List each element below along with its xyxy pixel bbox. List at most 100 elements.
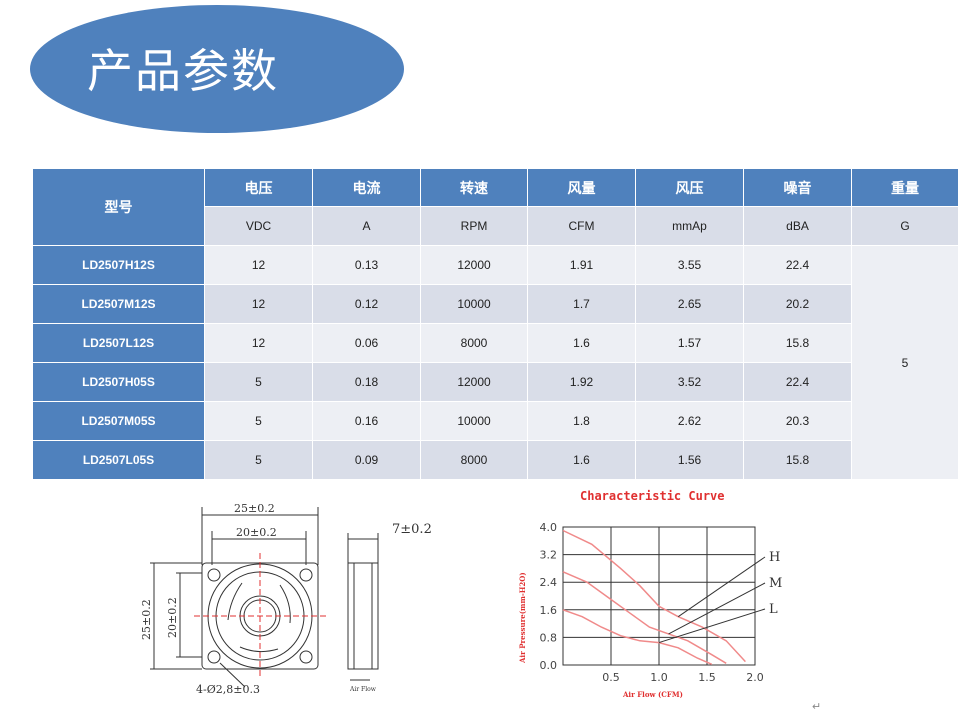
series-leader-M bbox=[668, 582, 766, 635]
pressure-cell: 2.62 bbox=[635, 401, 744, 441]
unit-current: A bbox=[312, 206, 421, 246]
x-tick-label: 1.0 bbox=[650, 671, 668, 684]
dim-outer-height: 25±0.2 bbox=[140, 599, 153, 640]
series-leader-L bbox=[658, 608, 766, 644]
current-cell: 0.13 bbox=[312, 245, 421, 285]
series-label-L: L bbox=[769, 602, 778, 617]
model-cell: LD2507L05S bbox=[32, 440, 205, 480]
airflow-cell: 1.8 bbox=[527, 401, 636, 441]
chart-title: Characteristic Curve bbox=[580, 489, 725, 503]
unit-weight: G bbox=[851, 206, 959, 246]
speed-cell: 12000 bbox=[420, 245, 528, 285]
speed-cell: 12000 bbox=[420, 362, 528, 402]
current-cell: 0.06 bbox=[312, 323, 421, 363]
airflow-cell: 1.92 bbox=[527, 362, 636, 402]
airflow-cell: 1.6 bbox=[527, 323, 636, 363]
header-model: 型号 bbox=[32, 168, 205, 246]
dim-outer-width: 25±0.2 bbox=[234, 502, 275, 515]
fan-dimension-drawing: 25±0.2 20±0.2 25±0.2 20±0.2 7±0.2 4-Ø2,8… bbox=[140, 502, 432, 696]
pressure-cell: 2.65 bbox=[635, 284, 744, 324]
header-pressure: 风压 bbox=[635, 168, 744, 207]
voltage-cell: 5 bbox=[204, 362, 313, 402]
series-label-M: M bbox=[769, 576, 782, 591]
y-tick-label: 0.0 bbox=[540, 659, 558, 672]
header-noise: 噪音 bbox=[743, 168, 852, 207]
current-cell: 0.12 bbox=[312, 284, 421, 324]
series-line-L bbox=[562, 609, 713, 665]
header-current: 电流 bbox=[312, 168, 421, 207]
x-tick-label: 2.0 bbox=[746, 671, 764, 684]
voltage-cell: 5 bbox=[204, 401, 313, 441]
model-cell: LD2507H12S bbox=[32, 245, 205, 285]
voltage-cell: 12 bbox=[204, 245, 313, 285]
y-tick-label: 0.8 bbox=[540, 631, 558, 644]
airflow-label: Air Flow bbox=[349, 686, 377, 693]
current-cell: 0.16 bbox=[312, 401, 421, 441]
noise-cell: 20.3 bbox=[743, 401, 852, 441]
voltage-cell: 12 bbox=[204, 284, 313, 324]
header-voltage: 电压 bbox=[204, 168, 313, 207]
airflow-cell: 1.7 bbox=[527, 284, 636, 324]
speed-cell: 10000 bbox=[420, 401, 528, 441]
series-label-H: H bbox=[769, 550, 780, 565]
paragraph-mark: ↵ bbox=[812, 701, 822, 713]
weight-cell: 5 bbox=[851, 245, 959, 480]
unit-speed: RPM bbox=[420, 206, 528, 246]
unit-voltage: VDC bbox=[204, 206, 313, 246]
chart-xlabel: Air Flow (CFM) bbox=[622, 690, 683, 699]
characteristic-curve-chart: 0.0 0.8 1.6 2.4 3.2 4.0 0.5 1.0 1.5 2.0 HML Chara… bbox=[518, 489, 782, 699]
noise-cell: 15.8 bbox=[743, 323, 852, 363]
title-banner: 产品参数 bbox=[30, 5, 404, 133]
model-cell: LD2507L12S bbox=[32, 323, 205, 363]
series-leader-H bbox=[677, 556, 766, 618]
pressure-cell: 3.55 bbox=[635, 245, 744, 285]
x-tick-label: 1.5 bbox=[698, 671, 716, 684]
noise-cell: 20.2 bbox=[743, 284, 852, 324]
series-line-H bbox=[562, 529, 746, 663]
page-title: 产品参数 bbox=[87, 44, 279, 98]
header-airflow: 风量 bbox=[527, 168, 636, 207]
series-line-M bbox=[562, 571, 727, 664]
table-row: LD2507M05S 5 0.16 10000 1.8 2.62 20.3 bbox=[32, 401, 959, 441]
y-tick-label: 1.6 bbox=[540, 604, 558, 617]
table-row: LD2507M12S 12 0.12 10000 1.7 2.65 20.2 bbox=[32, 284, 959, 324]
table-row: LD2507L12S 12 0.06 8000 1.6 1.57 15.8 bbox=[32, 323, 959, 363]
table-unit-row: VDC A RPM CFM mmAp dBA G bbox=[33, 206, 959, 246]
current-cell: 0.18 bbox=[312, 362, 421, 402]
dim-thickness: 7±0.2 bbox=[392, 522, 432, 537]
table-row: LD2507L05S 5 0.09 8000 1.6 1.56 15.8 bbox=[32, 440, 959, 480]
speed-cell: 8000 bbox=[420, 323, 528, 363]
model-cell: LD2507H05S bbox=[32, 362, 205, 402]
header-speed: 转速 bbox=[420, 168, 528, 207]
y-tick-label: 3.2 bbox=[540, 549, 558, 562]
chart-ylabel: Air Pressure(mm-H2O) bbox=[518, 572, 527, 664]
airflow-cell: 1.91 bbox=[527, 245, 636, 285]
y-tick-label: 2.4 bbox=[540, 576, 558, 589]
pressure-cell: 3.52 bbox=[635, 362, 744, 402]
model-cell: LD2507M12S bbox=[32, 284, 205, 324]
table-row: LD2507H05S 5 0.18 12000 1.92 3.52 22.4 bbox=[32, 362, 959, 402]
unit-pressure: mmAp bbox=[635, 206, 744, 246]
model-cell: LD2507M05S bbox=[32, 401, 205, 441]
pressure-cell: 1.57 bbox=[635, 323, 744, 363]
spec-table: 型号 电压 电流 转速 风量 风压 噪音 重量 VDC A RPM CFM mm… bbox=[32, 168, 959, 480]
noise-cell: 22.4 bbox=[743, 362, 852, 402]
noise-cell: 15.8 bbox=[743, 440, 852, 480]
dim-inner-height: 20±0.2 bbox=[166, 597, 179, 638]
airflow-cell: 1.6 bbox=[527, 440, 636, 480]
voltage-cell: 5 bbox=[204, 440, 313, 480]
current-cell: 0.09 bbox=[312, 440, 421, 480]
hole-spec: 4-Ø2,8±0.3 bbox=[196, 683, 260, 696]
unit-airflow: CFM bbox=[527, 206, 636, 246]
x-tick-label: 0.5 bbox=[602, 671, 620, 684]
table-row: LD2507H12S 12 0.13 12000 1.91 3.55 22.4 … bbox=[32, 245, 959, 480]
speed-cell: 8000 bbox=[420, 440, 528, 480]
header-weight: 重量 bbox=[851, 168, 959, 207]
speed-cell: 10000 bbox=[420, 284, 528, 324]
voltage-cell: 12 bbox=[204, 323, 313, 363]
y-tick-label: 4.0 bbox=[540, 521, 558, 534]
pressure-cell: 1.56 bbox=[635, 440, 744, 480]
table-header-row: 型号 电压 电流 转速 风量 风压 噪音 重量 bbox=[32, 168, 959, 246]
dim-inner-width: 20±0.2 bbox=[236, 526, 277, 539]
unit-noise: dBA bbox=[743, 206, 852, 246]
